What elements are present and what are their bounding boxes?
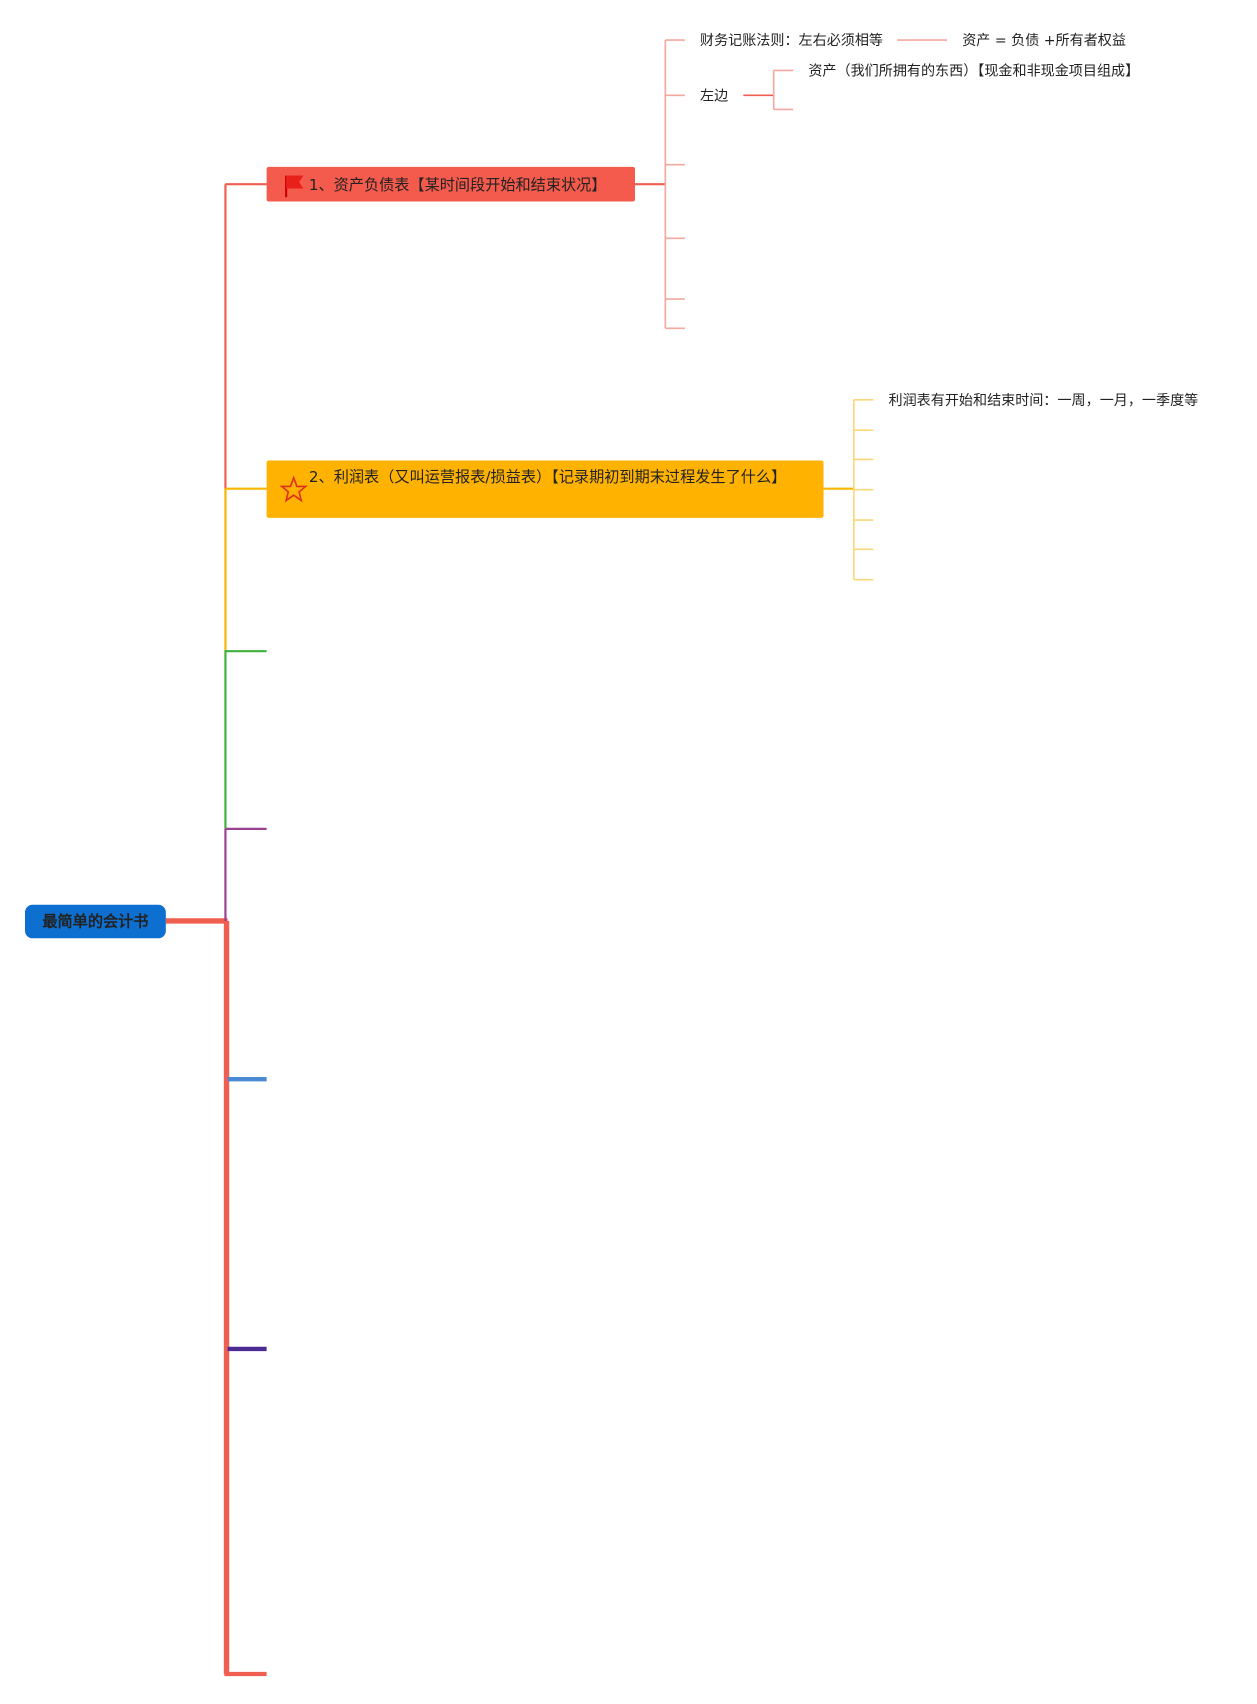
subtopic-label: 左边 (700, 88, 728, 104)
subtopic-label: 资产 = 负债 +所有者权益 (962, 33, 1126, 49)
star-icon (279, 475, 308, 503)
subtopic-label: 财务记账法则：左右必须相等 (700, 32, 883, 49)
subtopic-label: 资产（我们所拥有的东西）【现金和非现金项目组成】 (808, 64, 1139, 80)
subtopic-label: 利润表有开始和结束时间：一周，一月，一季度等 (889, 392, 1199, 409)
root-node[interactable] (24, 904, 166, 939)
topic-node[interactable] (266, 166, 636, 202)
root-label: 最简单的会计书 (42, 913, 148, 931)
topic-label-box: 2、利润表（又叫运营报表/损益表）【记录期初到期末过程发生了什么】 (308, 469, 787, 487)
connectors (165, 39, 948, 1677)
topic-label: 1、资产负债表【某时间段开始和结束状况】 (309, 176, 607, 194)
flag-icon (285, 175, 304, 198)
topic-label: 2、利润表（又叫运营报表/损益表）【记录期初到期末过程发生了什么】 (308, 469, 787, 487)
topic-node[interactable] (266, 460, 824, 518)
